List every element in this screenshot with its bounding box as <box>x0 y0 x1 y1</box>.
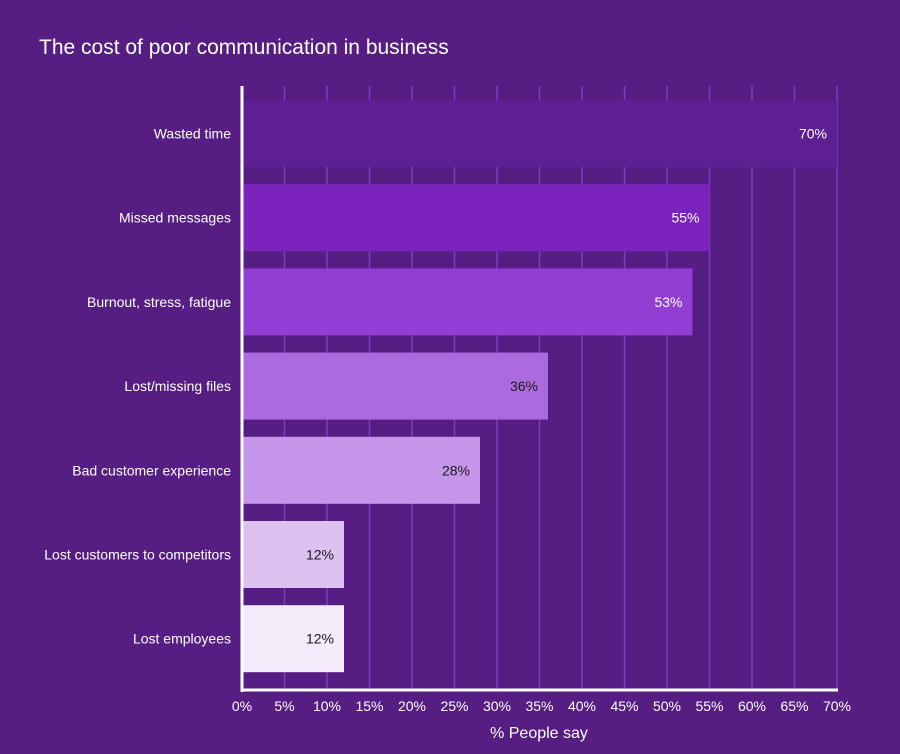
bar <box>242 268 693 336</box>
bar <box>242 100 837 167</box>
category-label: Bad customer experience <box>72 462 231 478</box>
bar <box>242 521 344 588</box>
x-tick-label: 40% <box>568 698 596 714</box>
x-tick-label: 20% <box>398 698 426 714</box>
category-labels: Wasted time Missed messages Burnout, stres… <box>44 126 231 647</box>
x-tick-label: 0% <box>232 698 252 714</box>
bar <box>242 184 710 252</box>
bar <box>242 605 344 673</box>
x-tick-label: 60% <box>738 698 766 714</box>
category-label: Wasted time <box>154 126 231 142</box>
category-label: Lost customers to competitors <box>44 547 231 563</box>
x-tick-label: 70% <box>823 698 851 714</box>
data-label: 12% <box>306 547 334 563</box>
data-label: 53% <box>654 294 682 310</box>
x-tick-label: 45% <box>610 698 638 714</box>
data-label: 70% <box>799 126 827 142</box>
bar <box>242 436 480 504</box>
x-tick-labels: 0% 5% 10% 15% 20% 25% 30% 35% 40% 45% 50% 55% 60% 65%… <box>232 698 851 714</box>
x-tick-label: 10% <box>313 698 341 714</box>
category-label: Missed messages <box>119 210 231 226</box>
category-label: Lost employees <box>133 631 231 647</box>
category-label: Burnout, stress, fatigue <box>87 294 231 310</box>
data-label: 28% <box>442 462 470 478</box>
data-label: 36% <box>510 378 538 394</box>
x-axis-title: % People say <box>490 725 588 742</box>
data-label: 55% <box>671 210 699 226</box>
x-tick-label: 50% <box>653 698 681 714</box>
bars: 70% 55% 53% 36% 28% 12% 12% <box>242 100 837 673</box>
chart-title: The cost of poor communication in busine… <box>39 36 449 59</box>
category-label: Lost/missing files <box>124 378 231 394</box>
x-tick-label: 25% <box>440 698 468 714</box>
x-tick-label: 55% <box>695 698 723 714</box>
data-label: 12% <box>306 631 334 647</box>
x-tick-label: 65% <box>780 698 808 714</box>
x-tick-label: 5% <box>274 698 294 714</box>
bar <box>242 352 548 420</box>
x-tick-label: 35% <box>525 698 553 714</box>
x-tick-label: 15% <box>355 698 383 714</box>
x-tick-label: 30% <box>483 698 511 714</box>
